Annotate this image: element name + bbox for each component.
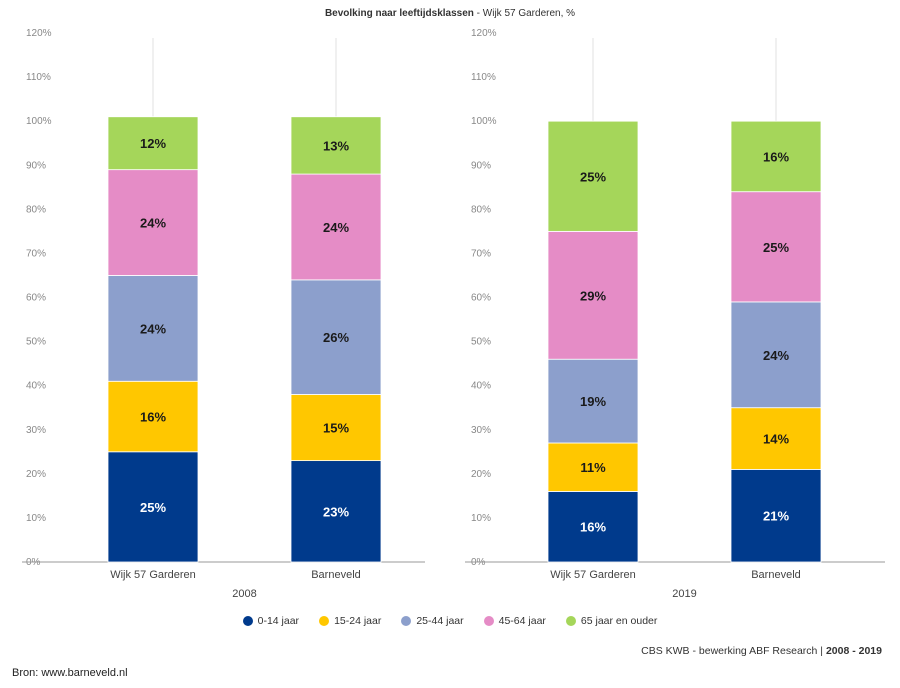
data-label: 13% <box>323 138 349 153</box>
legend-swatch <box>565 616 576 626</box>
legend-item: 15-24 jaar <box>319 615 381 627</box>
legend-label: 65 jaar en ouder <box>580 615 658 627</box>
data-label: 24% <box>323 220 349 235</box>
y-tick-label: 60% <box>471 293 491 304</box>
y-tick-label: 100% <box>471 116 497 127</box>
chart-title: Bevolking naar leeftijdsklassen - Wijk 5… <box>0 8 900 19</box>
y-tick-label: 80% <box>471 204 491 215</box>
data-label: 25% <box>580 169 606 184</box>
data-label: 25% <box>140 500 166 515</box>
bar-segment <box>107 116 199 171</box>
y-tick-label: 10% <box>26 513 46 524</box>
x-category-label: Barneveld <box>751 569 801 581</box>
y-tick-label: 40% <box>471 381 491 392</box>
y-tick-label: 90% <box>26 160 46 171</box>
bar-segment <box>290 394 382 462</box>
chart-canvas: 0%10%20%30%40%50%60%70%80%90%100%110%120… <box>22 28 885 600</box>
data-label: 16% <box>763 149 789 164</box>
data-label: 24% <box>140 321 166 336</box>
data-label: 24% <box>140 216 166 231</box>
bar-segment <box>290 279 382 395</box>
bar-segment <box>290 116 382 175</box>
data-label: 19% <box>580 394 606 409</box>
legend-label: 0-14 jaar <box>257 615 300 627</box>
y-tick-label: 30% <box>26 425 46 436</box>
data-label: 25% <box>763 240 789 255</box>
y-tick-label: 80% <box>26 204 46 215</box>
bar-segment <box>730 191 822 303</box>
data-label: 16% <box>140 410 166 425</box>
data-label: 29% <box>580 288 606 303</box>
data-label: 11% <box>580 460 606 475</box>
data-label: 15% <box>323 421 349 436</box>
legend-item: 25-44 jaar <box>401 615 464 627</box>
bar-segment <box>107 451 199 563</box>
legend-swatch <box>401 616 412 626</box>
bar-segment <box>290 460 382 563</box>
y-tick-label: 50% <box>471 337 491 348</box>
bar-segment <box>107 169 199 276</box>
data-label: 21% <box>763 509 789 524</box>
bar-segment <box>730 469 822 563</box>
bar-segment <box>730 407 822 470</box>
bar-segment <box>107 275 199 382</box>
bar-segment <box>730 120 822 193</box>
y-tick-label: 60% <box>26 293 46 304</box>
legend-swatch <box>319 616 330 626</box>
bar-segment <box>547 491 639 563</box>
data-label: 26% <box>323 330 349 345</box>
y-tick-label: 120% <box>26 28 52 39</box>
legend-label: 25-44 jaar <box>416 615 464 627</box>
x-category-label: Barneveld <box>311 569 361 581</box>
credit-years: 2008 - 2019 <box>825 645 882 657</box>
y-tick-label: 100% <box>26 116 52 127</box>
y-tick-label: 70% <box>26 248 46 259</box>
y-tick-label: 20% <box>471 469 491 480</box>
x-group-label: 2019 <box>672 588 696 600</box>
legend-label: 45-64 jaar <box>498 615 546 627</box>
source-note: Bron: www.barneveld.nl <box>12 667 128 679</box>
legend-swatch <box>242 616 253 626</box>
y-tick-label: 90% <box>471 160 491 171</box>
y-tick-label: 30% <box>471 425 491 436</box>
chart-title-rest: - Wijk 57 Garderen, % <box>473 8 576 19</box>
data-label: 12% <box>140 136 166 151</box>
bar-segment <box>547 358 639 444</box>
chart-legend: 0-14 jaar 15-24 jaar 25-44 jaar 45-64 jaar 6… <box>0 615 900 627</box>
chart-title-bold: Bevolking naar leeftijdsklassen <box>324 8 474 19</box>
bar-segment <box>547 230 639 360</box>
bar-segment <box>547 442 639 492</box>
y-tick-label: 20% <box>26 469 46 480</box>
data-label: 14% <box>763 432 789 447</box>
data-label: 24% <box>763 348 789 363</box>
x-group-label: 2008 <box>232 588 256 600</box>
data-label: 23% <box>323 504 349 519</box>
legend-item: 45-64 jaar <box>483 615 546 627</box>
x-category-label: Wijk 57 Garderen <box>550 569 636 581</box>
y-tick-label: 10% <box>471 513 491 524</box>
bar-segment <box>547 120 639 232</box>
bar-segment <box>730 301 822 409</box>
y-tick-label: 40% <box>26 381 46 392</box>
legend-item: 0-14 jaar <box>242 615 300 627</box>
legend-item: 65 jaar en ouder <box>565 615 658 627</box>
credit-text: CBS KWB - bewerking ABF Research | <box>641 645 826 657</box>
legend-label: 15-24 jaar <box>334 615 382 627</box>
bar-segment <box>290 173 382 281</box>
y-tick-label: 120% <box>471 28 497 39</box>
y-tick-label: 50% <box>26 337 46 348</box>
data-label: 16% <box>580 520 606 535</box>
y-tick-label: 70% <box>471 248 491 259</box>
y-tick-label: 110% <box>26 72 51 83</box>
legend-swatch <box>483 616 494 626</box>
x-category-label: Wijk 57 Garderen <box>110 569 196 581</box>
credit-line: CBS KWB - bewerking ABF Research | 2008 … <box>641 645 882 657</box>
y-tick-label: 110% <box>471 72 496 83</box>
